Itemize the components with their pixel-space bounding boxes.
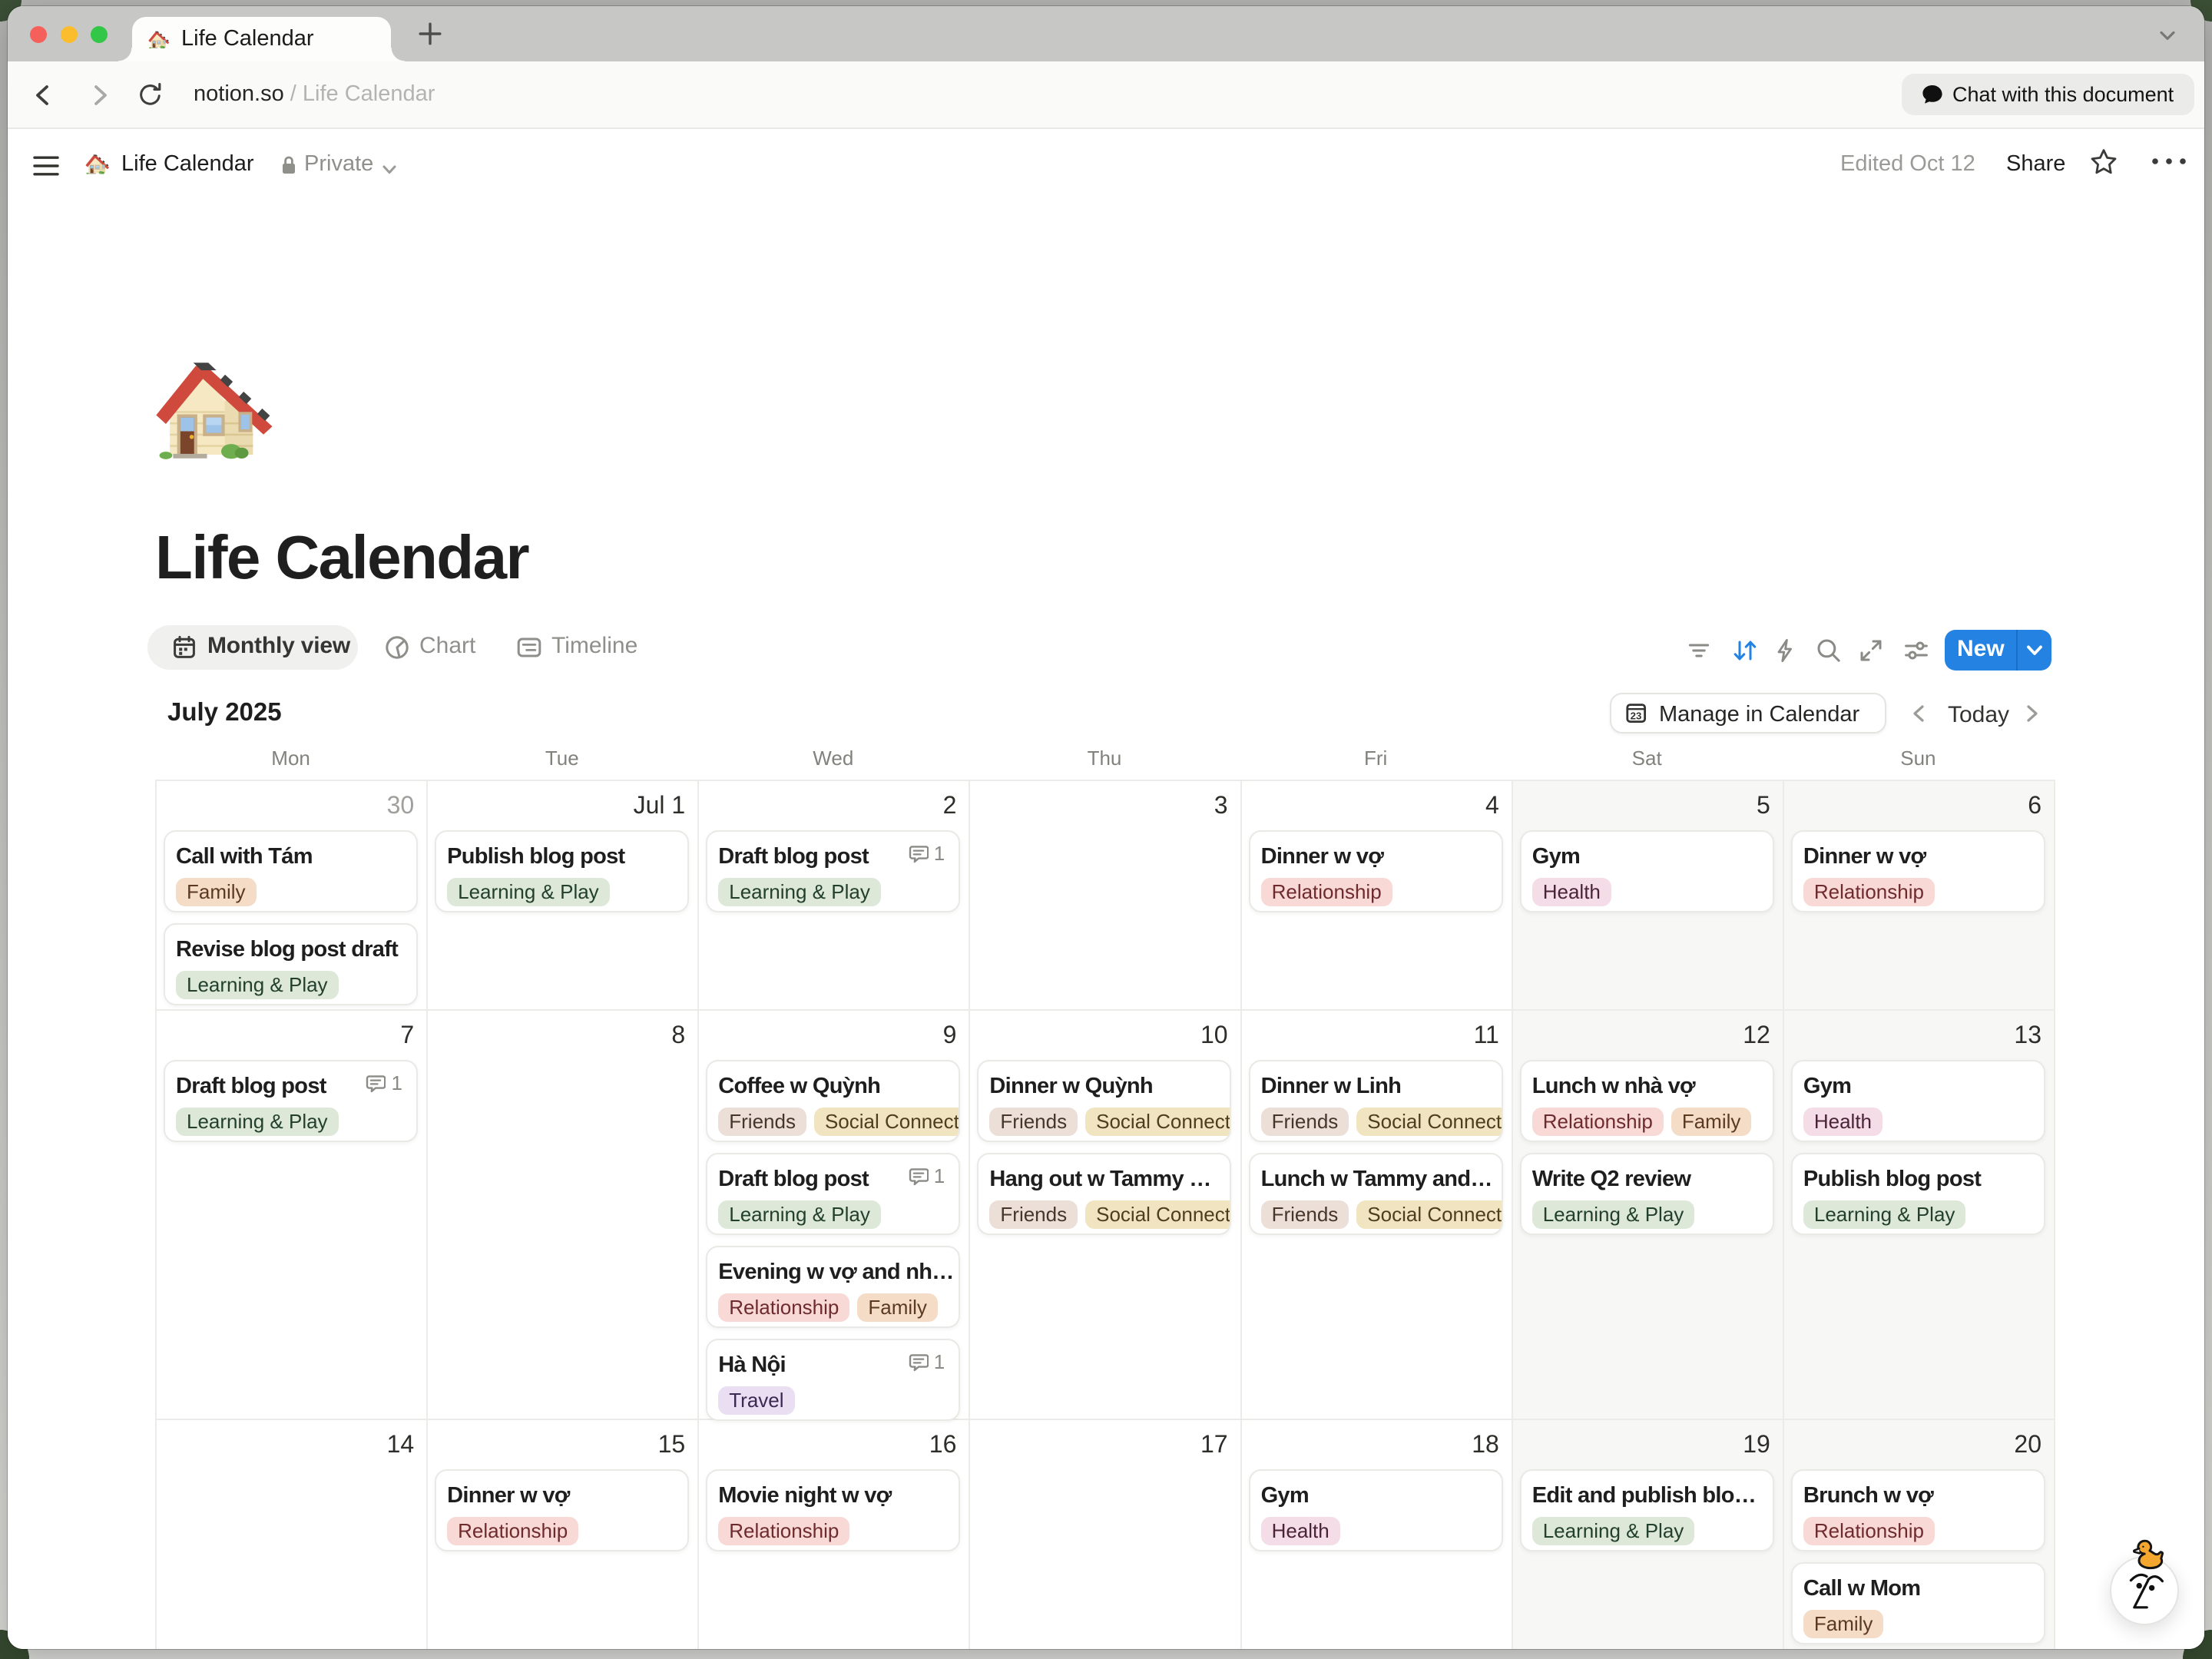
svg-text:23: 23 [1631, 710, 1642, 722]
